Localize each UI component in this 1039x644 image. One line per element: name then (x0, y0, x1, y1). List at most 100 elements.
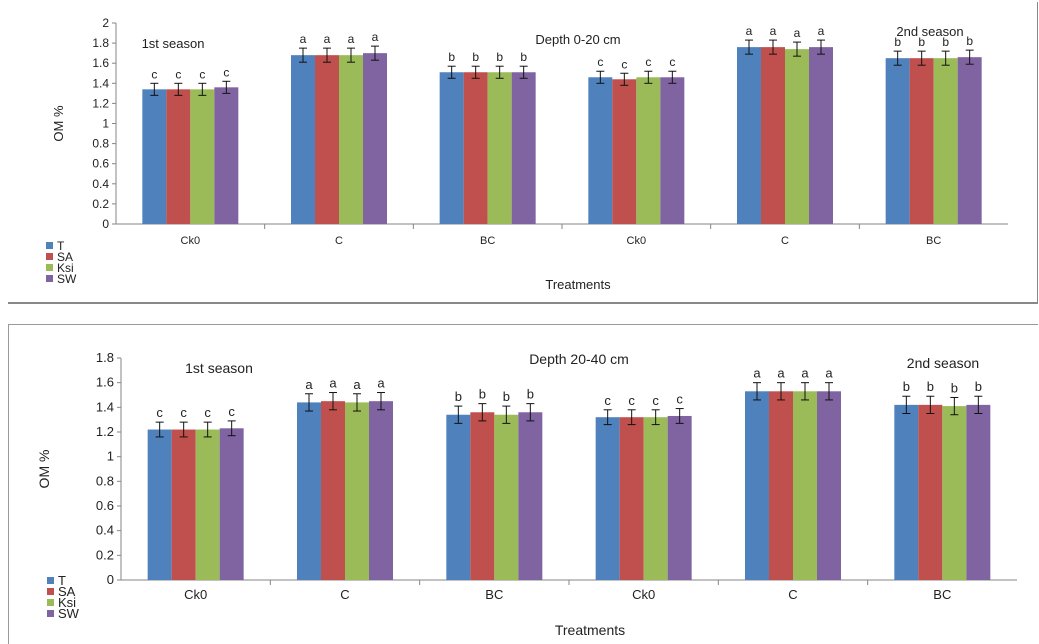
significance-letter: c (621, 57, 627, 71)
bar-ksi-ck0 (643, 417, 668, 580)
y-tick-label: 0.6 (92, 157, 109, 171)
bar-t-c (745, 391, 769, 580)
bar-t-bc (446, 414, 471, 580)
bar-sw-c (369, 401, 393, 580)
significance-letter: b (527, 387, 534, 402)
y-tick-label: 1.6 (92, 56, 109, 70)
significance-letter: b (520, 50, 527, 64)
bar-sa-bc (470, 412, 495, 580)
significance-letter: c (151, 67, 157, 81)
y-axis-title: OM % (36, 450, 52, 489)
significance-letter: a (324, 32, 331, 46)
bar-ksi-ck0 (636, 77, 661, 225)
x-category-label: BC (480, 235, 495, 247)
legend-item-sa: SA (46, 249, 76, 264)
bar-ksi-bc (487, 72, 512, 225)
legend-swatch (46, 264, 53, 271)
legend-label: T (58, 573, 66, 588)
bar-t-c (297, 402, 321, 580)
y-tick-label: 0.2 (92, 197, 109, 211)
y-tick-label: 1.4 (92, 76, 109, 90)
bar-sw-bc (518, 412, 543, 580)
significance-letter: a (794, 26, 801, 40)
legend-label: SW (58, 606, 79, 621)
bar-ksi-bc (942, 406, 967, 580)
chart-annotation: Depth 20-40 cm (529, 351, 629, 367)
legend-label: SA (58, 584, 76, 599)
legend-label: Ksi (57, 260, 74, 275)
bar-sw-bc (966, 404, 991, 580)
significance-letter: a (353, 377, 361, 392)
legend-depth-20-40: T SA Ksi SW (47, 573, 79, 621)
significance-letter: a (348, 32, 355, 46)
x-category-label: BC (926, 235, 941, 247)
bar-t-ck0 (588, 77, 613, 225)
bar-sw-ck0 (214, 87, 239, 224)
legend-item-sw: SW (46, 273, 76, 285)
legend-swatch (47, 599, 54, 606)
legend-item-ksi: Ksi (46, 260, 76, 275)
x-category-label: Ck0 (627, 235, 647, 247)
significance-letter: a (300, 32, 307, 46)
legend-swatch (46, 275, 53, 282)
bar-sa-bc (463, 72, 488, 225)
significance-letter: c (645, 55, 651, 69)
significance-letter: b (455, 389, 462, 404)
significance-letter: a (770, 24, 777, 38)
bar-t-bc (885, 58, 910, 224)
chart-annotation: 1st season (142, 36, 205, 51)
legend-depth-0-20: T SA Ksi SW (46, 240, 76, 285)
bar-sw-ck0 (219, 428, 244, 580)
x-category-label: Ck0 (184, 587, 207, 602)
significance-letter: c (223, 65, 229, 79)
legend-label: Ksi (58, 595, 77, 610)
significance-letter: c (676, 392, 683, 407)
significance-letter: a (818, 24, 825, 38)
bar-ksi-ck0 (195, 429, 220, 580)
y-tick-label: 0.2 (96, 547, 114, 562)
y-axis-title: OM % (51, 105, 66, 142)
chart-annotation: 2nd season (907, 355, 979, 371)
bar-sa-c (315, 55, 339, 224)
bar-sw-bc (957, 57, 982, 224)
bar-sw-c (817, 391, 841, 580)
legend-item-sa: SA (47, 584, 79, 599)
bar-ksi-c (345, 402, 369, 580)
significance-letter: a (372, 30, 379, 44)
bar-ksi-bc (933, 58, 958, 224)
y-tick-label: 1.2 (92, 96, 109, 110)
bar-sw-c (363, 53, 387, 225)
significance-letter: c (652, 393, 659, 408)
bar-t-c (737, 47, 761, 225)
x-category-label: BC (485, 587, 503, 602)
bar-sw-ck0 (667, 415, 692, 580)
y-tick-label: 1 (107, 449, 114, 464)
significance-letter: b (951, 380, 958, 395)
x-axis-title: Treatments (555, 622, 625, 638)
significance-letter: b (448, 50, 455, 64)
chart-svg-depth-0-20: 0 0.2 0.4 0.6 0.8 1 1.2 1.4 1.6 1.8 2 Ck0 c c c c Ca a a a B… (51, 16, 1008, 292)
significance-letter: a (753, 366, 761, 381)
bar-t-bc (894, 404, 919, 580)
x-category-label: C (335, 235, 343, 247)
legend-item-t: T (47, 573, 79, 588)
bar-sa-ck0 (166, 89, 191, 224)
significance-letter: b (942, 35, 949, 49)
significance-letter: b (503, 389, 510, 404)
bar-t-ck0 (147, 429, 172, 580)
y-tick-label: 1.8 (96, 350, 114, 365)
significance-letter: b (975, 379, 982, 394)
y-tick-label: 0 (102, 217, 109, 231)
y-tick-label: 0.8 (92, 137, 109, 151)
bar-sa-bc (909, 58, 934, 224)
significance-letter: b (966, 34, 973, 48)
bar-sa-ck0 (171, 429, 196, 580)
legend-swatch (46, 242, 53, 249)
x-category-label: C (781, 235, 789, 247)
significance-letter: a (746, 24, 753, 38)
legend-item-ksi: Ksi (47, 595, 79, 610)
chart-annotation: Depth 0-20 cm (535, 32, 620, 47)
legend-label: SA (57, 249, 74, 264)
